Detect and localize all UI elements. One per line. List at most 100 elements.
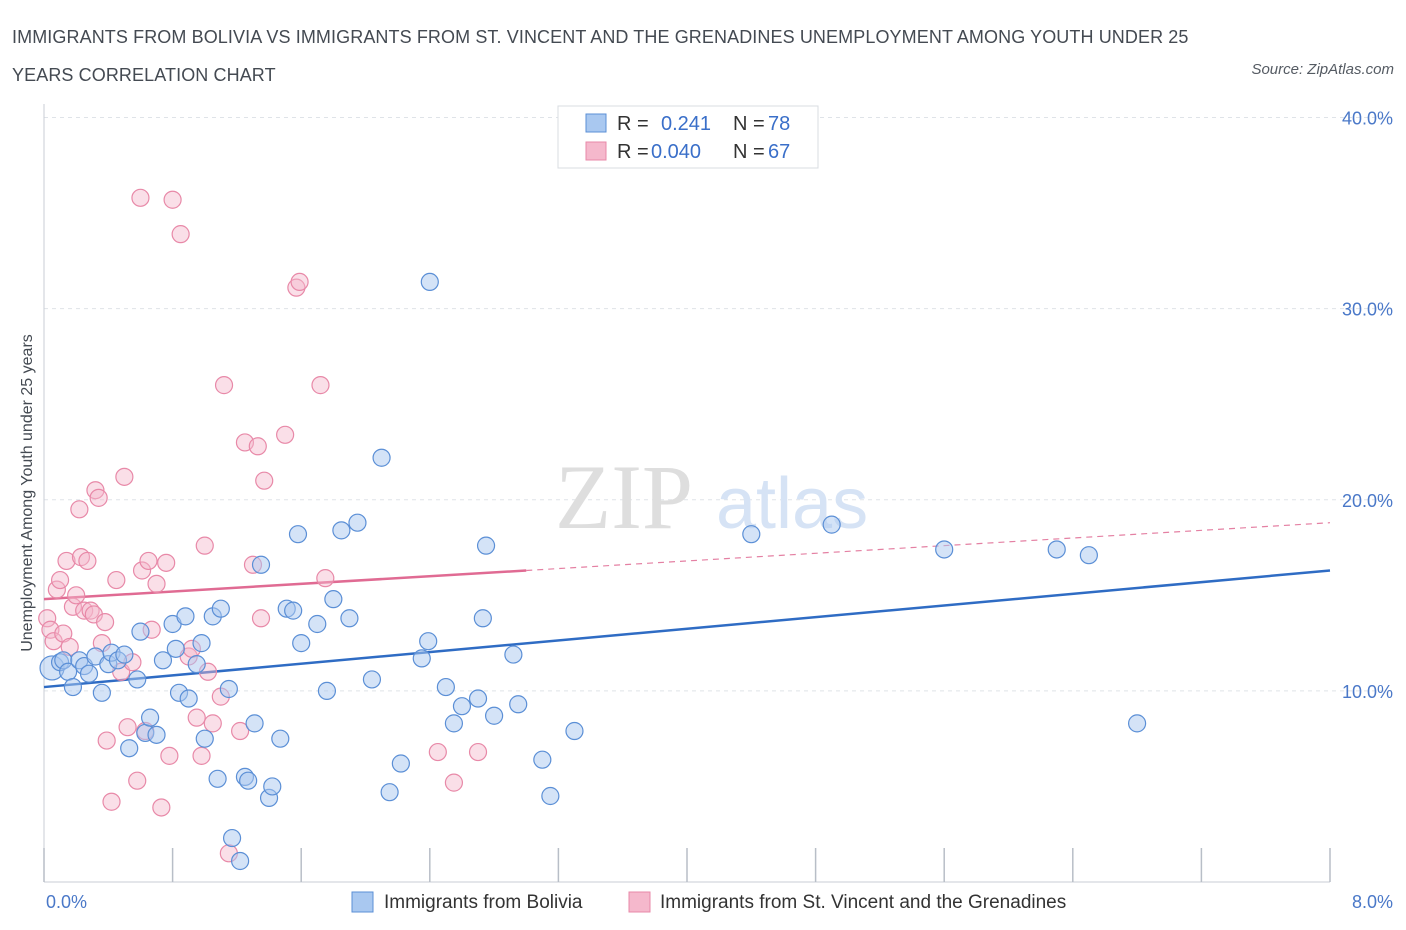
data-point-svg	[195, 536, 214, 555]
data-point-bolivia	[176, 607, 195, 626]
data-point-bolivia	[208, 769, 227, 788]
data-point-svg	[231, 721, 250, 741]
y-tick-label: 30.0%	[1342, 300, 1393, 320]
data-point-svg	[428, 742, 447, 762]
data-point-svg	[255, 471, 274, 490]
legend-bottom-label-bolivia: Immigrants from Bolivia	[384, 892, 583, 913]
data-point-svg	[160, 746, 179, 765]
data-point-bolivia	[231, 851, 250, 871]
data-point-bolivia	[317, 681, 337, 700]
legend-bottom: Immigrants from Bolivia Immigrants from …	[351, 891, 1066, 913]
data-point-bolivia	[128, 670, 147, 689]
y-axis-title: Unemployment Among Youth under 25 years	[19, 334, 36, 652]
data-point-bolivia	[340, 609, 359, 628]
data-point-svg	[75, 601, 94, 620]
data-point-bolivia	[533, 750, 552, 769]
data-point-bolivia	[444, 714, 464, 733]
data-point-bolivia	[211, 599, 230, 618]
data-point-svg	[132, 561, 152, 580]
data-point-bolivia	[332, 521, 351, 540]
data-point-svg	[157, 553, 176, 572]
data-point-bolivia	[348, 513, 367, 532]
data-point-svg	[50, 570, 70, 590]
legend-top-r-label-1: R =	[617, 113, 649, 135]
source-label: Source: ZipAtlas.com	[1251, 61, 1394, 78]
data-point-bolivia	[63, 677, 83, 697]
data-point-svg	[89, 488, 108, 507]
trend-line-svg-extended	[526, 522, 1331, 572]
data-point-svg	[248, 437, 267, 456]
watermark-zip: ZIP	[555, 446, 693, 548]
watermark-atlas: atlas	[716, 464, 868, 544]
data-point-bolivia	[284, 601, 303, 620]
legend-top: R = 0.241 N = 78 R = 0.040 N = 67	[557, 105, 819, 169]
data-point-bolivia	[195, 729, 214, 748]
data-point-bolivia	[140, 708, 160, 727]
series-svg-points	[38, 188, 488, 863]
y-tick-label: 40.0%	[1342, 109, 1393, 129]
data-point-svg	[57, 551, 76, 571]
data-point-bolivia	[187, 655, 206, 674]
data-point-bolivia	[419, 632, 438, 651]
data-point-bolivia	[131, 622, 150, 641]
data-point-bolivia	[1047, 540, 1066, 559]
data-point-svg	[276, 425, 295, 444]
legend-top-swatch-bolivia	[585, 113, 607, 133]
data-point-svg	[97, 731, 116, 750]
tick-labels: 10.0% 20.0% 30.0% 40.0% 0.0% 8.0%	[46, 109, 1393, 912]
data-point-svg	[118, 718, 137, 737]
data-point-bolivia	[263, 777, 282, 796]
x-tick-label: 0.0%	[46, 892, 87, 912]
data-point-svg	[131, 188, 150, 207]
data-point-bolivia	[362, 670, 382, 689]
data-point-svg	[214, 376, 234, 395]
data-point-svg	[171, 225, 190, 244]
data-point-bolivia	[1079, 546, 1098, 565]
legend-bottom-swatch-svg	[628, 891, 651, 913]
data-point-bolivia	[541, 786, 560, 806]
data-point-bolivia	[292, 634, 311, 653]
legend-top-n-value-1: 78	[768, 113, 790, 135]
data-point-svg	[47, 580, 66, 599]
data-point-svg	[187, 708, 206, 727]
legend-top-r-value-1: 0.241	[661, 113, 711, 135]
legend-top-n-label-1: N =	[733, 113, 765, 135]
data-point-svg	[115, 467, 134, 486]
data-point-bolivia	[412, 649, 431, 668]
legend-bottom-swatch-bolivia	[351, 891, 374, 913]
data-point-svg	[290, 272, 309, 292]
data-point-svg	[70, 500, 89, 519]
data-point-bolivia	[219, 679, 238, 699]
grid-lines	[44, 117, 1394, 692]
data-point-svg	[67, 586, 86, 605]
data-point-svg	[468, 742, 488, 762]
data-point-bolivia	[1127, 714, 1147, 733]
trend-line-svg	[43, 569, 527, 601]
data-point-bolivia	[115, 645, 134, 664]
data-point-svg	[139, 551, 158, 571]
legend-top-swatch-svg	[585, 141, 607, 161]
trend-lines	[43, 522, 1331, 689]
data-point-bolivia	[742, 525, 761, 544]
data-point-bolivia	[251, 555, 271, 574]
data-point-svg	[152, 798, 171, 817]
data-point-bolivia	[308, 614, 327, 634]
data-point-bolivia	[391, 754, 410, 773]
legend-top-n-label-2: N =	[733, 141, 765, 163]
data-point-svg	[203, 714, 222, 733]
data-point-bolivia	[452, 697, 472, 716]
data-point-svg	[163, 190, 182, 209]
data-point-svg	[316, 569, 335, 588]
data-point-bolivia	[147, 725, 166, 744]
chart-title: IMMIGRANTS FROM BOLIVIA VS IMMIGRANTS FR…	[12, 27, 1189, 85]
data-point-svg	[128, 771, 147, 790]
data-point-bolivia	[476, 536, 496, 555]
data-point-bolivia	[822, 515, 841, 534]
data-point-bolivia	[79, 664, 99, 683]
series-bolivia-points	[39, 272, 1147, 871]
axes	[43, 104, 1331, 883]
data-point-bolivia	[239, 771, 258, 790]
legend-top-r-label-2: R =	[617, 141, 649, 163]
data-point-svg	[102, 792, 121, 811]
